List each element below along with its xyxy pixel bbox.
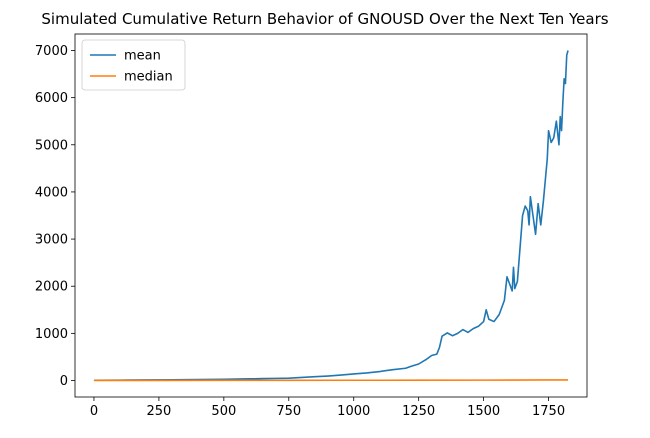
x-tick-label: 1750 [532,404,565,419]
series-line-median [93,379,569,382]
x-tick-label: 750 [276,404,301,419]
legend-label-mean: mean [124,49,161,64]
x-tick-label: 500 [211,404,236,419]
plot-frame [74,33,588,398]
y-tick-label: 4000 [35,185,68,200]
y-tick-label: 3000 [35,233,68,248]
series-line-mean [93,50,569,382]
plot-area: 0 250 500 750 1000 1250 1500 1750 0 1000 2000 3000 4… [35,33,588,419]
y-tick-label: 2000 [35,280,68,295]
x-tick-label: 1500 [467,404,500,419]
x-tick-label: 1250 [402,404,435,419]
chart-title: Simulated Cumulative Return Behavior of … [41,10,608,28]
legend-label-median: median [124,70,173,85]
y-tick-label: 6000 [35,91,68,106]
y-tick-label: 1000 [35,327,68,342]
x-tick-label: 1000 [337,404,370,419]
y-tick-label: 0 [60,374,68,389]
legend-box [81,39,186,91]
x-tick-label: 250 [146,404,171,419]
y-tick-label: 5000 [35,138,68,153]
x-tick-label: 0 [90,404,98,419]
y-tick-label: 7000 [35,44,68,59]
